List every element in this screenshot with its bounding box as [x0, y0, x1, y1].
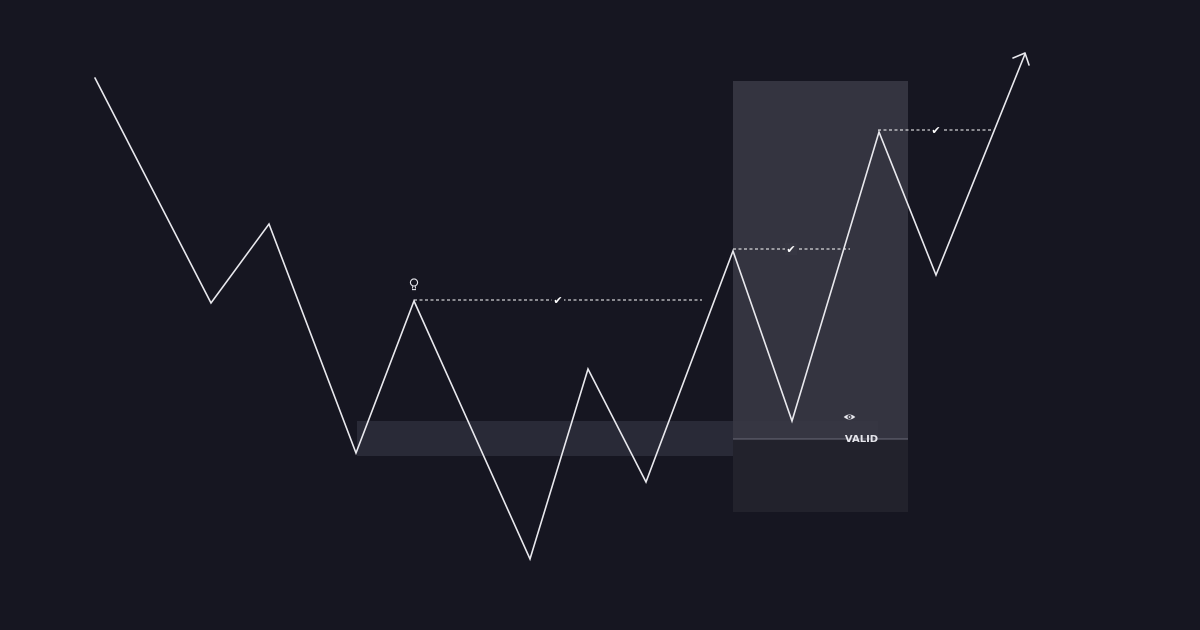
- check-mark-2: ✔: [786, 243, 795, 256]
- check-mark-2-bg: [785, 243, 797, 255]
- check-mark-3-bg: [930, 124, 942, 136]
- valid-label: VALID: [845, 434, 878, 445]
- check-mark-3: ✔: [931, 124, 940, 137]
- eye-icon: [843, 414, 856, 420]
- highlight-zone-upper: [733, 81, 908, 439]
- price-path: [94, 53, 1026, 562]
- check-mark-1-bg: [552, 294, 564, 306]
- lightbulb-icon: [409, 278, 419, 291]
- highlight-zone-lower: [733, 439, 908, 512]
- arrow-up-right-icon: [1012, 52, 1030, 66]
- check-mark-1: ✔: [553, 294, 562, 307]
